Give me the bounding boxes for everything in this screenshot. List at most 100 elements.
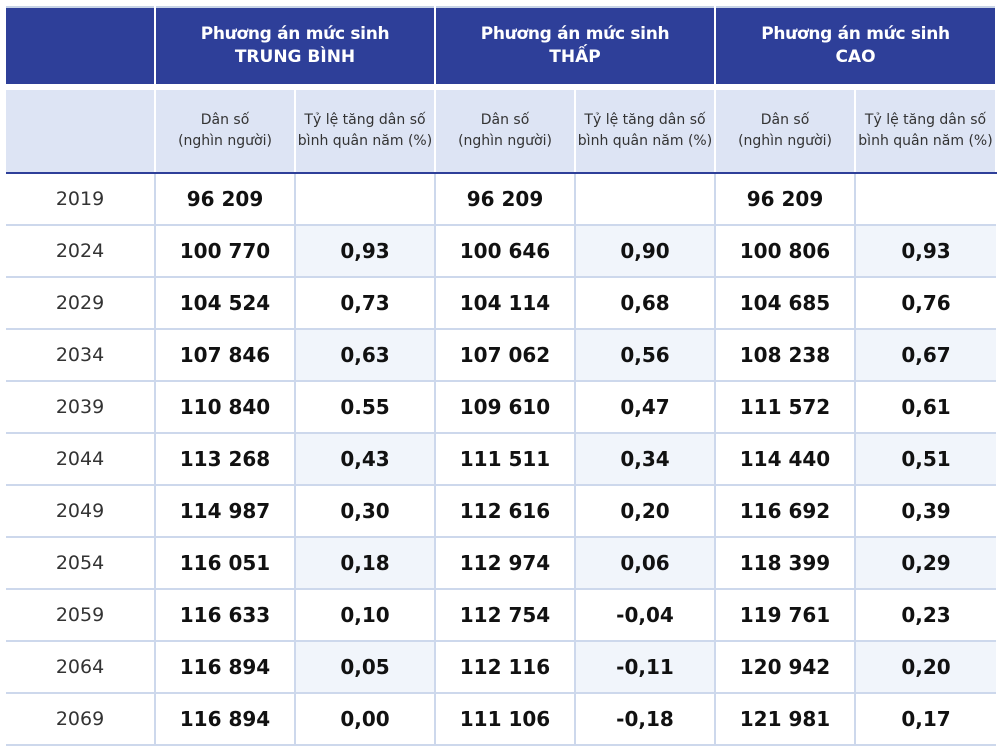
scheme-high-line2: CAO (835, 47, 876, 67)
growth-rate-cell: 0,34 (574, 433, 715, 486)
year-header-blank (6, 6, 156, 87)
growth-rate-cell: 0,17 (854, 693, 996, 746)
column-header-growth-rate: Tỷ lệ tăng dân số bình quân năm (%) (294, 84, 436, 174)
year-cell: 2029 (6, 277, 155, 330)
column-header-growth-rate: Tỷ lệ tăng dân số bình quân năm (%) (854, 84, 997, 174)
population-cell: 104 114 (434, 277, 575, 330)
population-cell: 111 106 (434, 693, 575, 746)
population-cell: 114 987 (154, 485, 295, 538)
population-projection-table: Phương án mức sinh TRUNG BÌNH Phương án … (6, 6, 997, 746)
growth-rate-cell (854, 173, 996, 226)
header-text: (nghìn người) (458, 133, 552, 149)
population-cell: 100 646 (434, 225, 575, 278)
population-cell: 120 942 (714, 641, 855, 694)
column-header-population: Dân số (nghìn người) (434, 84, 576, 174)
header-text: bình quân năm (%) (858, 133, 993, 149)
population-cell: 100 770 (154, 225, 295, 278)
year-cell: 2024 (6, 225, 155, 278)
growth-rate-cell: 0,39 (854, 485, 996, 538)
header-text: Dân số (480, 112, 530, 128)
header-text: (nghìn người) (738, 133, 832, 149)
growth-rate-cell: 0.55 (294, 381, 435, 434)
column-header-row: Dân số (nghìn người) Tỷ lệ tăng dân số bìn… (6, 84, 997, 174)
header-text: Dân số (760, 112, 810, 128)
population-cell: 100 806 (714, 225, 855, 278)
population-cell: 121 981 (714, 693, 855, 746)
growth-rate-cell: 0,56 (574, 329, 715, 382)
population-cell: 96 209 (434, 173, 575, 226)
table-row: 2019 96 209 96 209 96 209 (6, 173, 996, 226)
scheme-low-line2: THẤP (549, 47, 601, 67)
scheme-high-line1: Phương án mức sinh (761, 24, 950, 44)
header-text: Dân số (200, 112, 250, 128)
header-text: bình quân năm (%) (577, 133, 713, 149)
growth-rate-cell: -0,04 (574, 589, 715, 642)
table-row: 2064 116 894 0,05 112 116 -0,11 120 942 0,20 (6, 641, 996, 694)
column-header-population: Dân số (nghìn người) (154, 84, 296, 174)
growth-rate-cell: 0,67 (854, 329, 996, 382)
growth-rate-cell (294, 173, 435, 226)
population-cell: 96 209 (714, 173, 855, 226)
table-row: 2059 116 633 0,10 112 754 -0,04 119 761 0,23 (6, 589, 996, 642)
growth-rate-cell: 0,51 (854, 433, 996, 486)
growth-rate-cell: 0,47 (574, 381, 715, 434)
population-cell: 96 209 (154, 173, 295, 226)
column-header-population: Dân số (nghìn người) (714, 84, 856, 174)
year-cell: 2019 (6, 173, 155, 226)
header-text: Tỷ lệ tăng dân số (864, 112, 987, 128)
population-cell: 107 062 (434, 329, 575, 382)
year-cell: 2039 (6, 381, 155, 434)
growth-rate-cell: -0,11 (574, 641, 715, 694)
growth-rate-cell: 0,18 (294, 537, 435, 590)
table-row: 2054 116 051 0,18 112 974 0,06 118 399 0,29 (6, 537, 996, 590)
growth-rate-cell: 0,20 (574, 485, 715, 538)
population-cell: 110 840 (154, 381, 295, 434)
table-row: 2029 104 524 0,73 104 114 0,68 104 685 0,76 (6, 277, 996, 330)
population-cell: 112 616 (434, 485, 575, 538)
scheme-low-line1: Phương án mức sinh (480, 24, 670, 44)
scheme-medium-line2: TRUNG BÌNH (234, 47, 356, 67)
population-cell: 111 572 (714, 381, 855, 434)
population-cell: 104 685 (714, 277, 855, 330)
header-text: Tỷ lệ tăng dân số (584, 112, 706, 128)
growth-rate-cell: 0,43 (294, 433, 435, 486)
growth-rate-cell: 0,06 (574, 537, 715, 590)
growth-rate-cell: 0,73 (294, 277, 435, 330)
population-cell: 113 268 (154, 433, 295, 486)
population-cell: 112 116 (434, 641, 575, 694)
scheme-medium-line1: Phương án mức sinh (200, 24, 390, 44)
growth-rate-cell: -0,18 (574, 693, 715, 746)
growth-rate-cell: 0,10 (294, 589, 435, 642)
year-cell: 2044 (6, 433, 155, 486)
table-row: 2034 107 846 0,63 107 062 0,56 108 238 0,67 (6, 329, 996, 382)
growth-rate-cell: 0,00 (294, 693, 435, 746)
year-cell: 2064 (6, 641, 155, 694)
growth-rate-cell: 0,61 (854, 381, 996, 434)
population-cell: 116 692 (714, 485, 855, 538)
year-subheader-blank (6, 84, 156, 174)
table-row: 2044 113 268 0,43 111 511 0,34 114 440 0,51 (6, 433, 996, 486)
population-cell: 118 399 (714, 537, 855, 590)
year-cell: 2049 (6, 485, 155, 538)
growth-rate-cell: 0,63 (294, 329, 435, 382)
table-row: 2069 116 894 0,00 111 106 -0,18 121 981 0,17 (6, 693, 996, 746)
scheme-header-medium: Phương án mức sinh TRUNG BÌNH (154, 6, 436, 87)
header-text: bình quân năm (%) (297, 133, 433, 149)
table-row: 2024 100 770 0,93 100 646 0,90 100 806 0,93 (6, 225, 996, 278)
population-cell: 112 974 (434, 537, 575, 590)
growth-rate-cell: 0,05 (294, 641, 435, 694)
population-cell: 119 761 (714, 589, 855, 642)
population-cell: 104 524 (154, 277, 295, 330)
growth-rate-cell: 0,90 (574, 225, 715, 278)
growth-rate-cell: 0,20 (854, 641, 996, 694)
population-cell: 116 633 (154, 589, 295, 642)
population-cell: 109 610 (434, 381, 575, 434)
population-cell: 112 754 (434, 589, 575, 642)
year-cell: 2069 (6, 693, 155, 746)
growth-rate-cell: 0,30 (294, 485, 435, 538)
population-cell: 111 511 (434, 433, 575, 486)
growth-rate-cell (574, 173, 715, 226)
population-cell: 107 846 (154, 329, 295, 382)
year-cell: 2059 (6, 589, 155, 642)
